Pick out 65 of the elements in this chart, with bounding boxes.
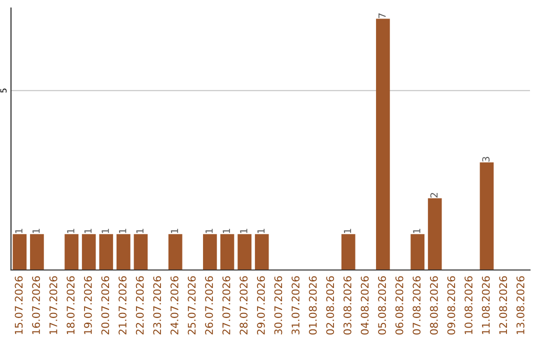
x-tick-label: 21.07.2026 — [118, 276, 126, 334]
bar — [220, 234, 234, 270]
data-label: 1 — [240, 228, 248, 234]
x-tick-label: 20.07.2026 — [101, 276, 110, 334]
x-tick-label: 25.07.2026 — [188, 276, 196, 334]
data-label: 1 — [84, 228, 92, 234]
bar — [410, 234, 424, 270]
bar — [116, 234, 130, 270]
x-tick-label: 22.07.2026 — [136, 276, 144, 334]
x-tick-label: 23.07.2026 — [153, 276, 162, 334]
bar — [203, 234, 217, 270]
x-tick-label: 09.08.2026 — [447, 276, 456, 335]
x-tick-label: 01.08.2026 — [308, 276, 317, 335]
data-label: 7 — [378, 13, 386, 18]
x-tick-label: 11.08.2026 — [482, 276, 490, 334]
y-tick-label: 5 — [0, 88, 7, 93]
bar — [30, 234, 44, 270]
x-tick-label: 26.07.2026 — [205, 276, 213, 334]
x-tick-label: 02.08.2026 — [326, 276, 334, 335]
data-label: 1 — [257, 228, 265, 234]
bar — [134, 234, 148, 270]
x-tick-label: 03.08.2026 — [343, 276, 352, 335]
bar — [376, 18, 390, 270]
x-tick-label: 30.07.2026 — [274, 276, 282, 334]
bar — [12, 234, 27, 270]
x-tick-label: 28.07.2026 — [240, 276, 248, 334]
data-label: 1 — [67, 228, 74, 234]
data-label: 1 — [102, 228, 109, 234]
bar — [341, 234, 356, 270]
x-tick-label: 13.08.2026 — [516, 276, 524, 334]
x-tick-label: 12.08.2026 — [499, 276, 508, 334]
data-label: 1 — [413, 228, 420, 234]
bar — [168, 234, 182, 270]
data-label: 3 — [482, 156, 490, 162]
data-label: 1 — [15, 228, 22, 234]
x-tick-label: 16.07.2026 — [32, 276, 40, 334]
data-label: 2 — [430, 193, 438, 198]
x-tick-label: 17.07.2026 — [49, 276, 58, 334]
bar — [99, 234, 114, 270]
data-label: 1 — [32, 228, 40, 234]
x-tick-label: 24.07.2026 — [170, 276, 178, 334]
bar — [64, 234, 78, 270]
data-label: 1 — [119, 228, 126, 234]
data-label: 1 — [170, 228, 178, 234]
bar — [82, 234, 96, 270]
bar — [428, 198, 442, 270]
x-tick-label: 18.07.2026 — [66, 276, 75, 334]
x-tick-label: 08.08.2026 — [430, 276, 438, 335]
x-tick-label: 15.07.2026 — [14, 276, 23, 334]
bar — [254, 234, 269, 270]
data-label: 1 — [136, 228, 144, 234]
x-tick-label: 04.08.2026 — [360, 276, 369, 335]
data-label: 1 — [206, 228, 213, 234]
x-tick-label: 31.07.2026 — [292, 276, 300, 334]
bar — [480, 162, 494, 270]
bar — [238, 234, 252, 270]
x-tick-label: 10.08.2026 — [464, 276, 472, 334]
data-label: 1 — [344, 228, 352, 234]
x-tick-label: 29.07.2026 — [256, 276, 265, 334]
x-tick-label: 19.07.2026 — [84, 276, 92, 334]
x-tick-label: 07.08.2026 — [412, 276, 421, 335]
x-tick-label: 05.08.2026 — [378, 276, 386, 335]
data-label: 1 — [222, 228, 230, 234]
x-tick-label: 27.07.2026 — [222, 276, 230, 334]
x-tick-label: 06.08.2026 — [395, 276, 404, 335]
